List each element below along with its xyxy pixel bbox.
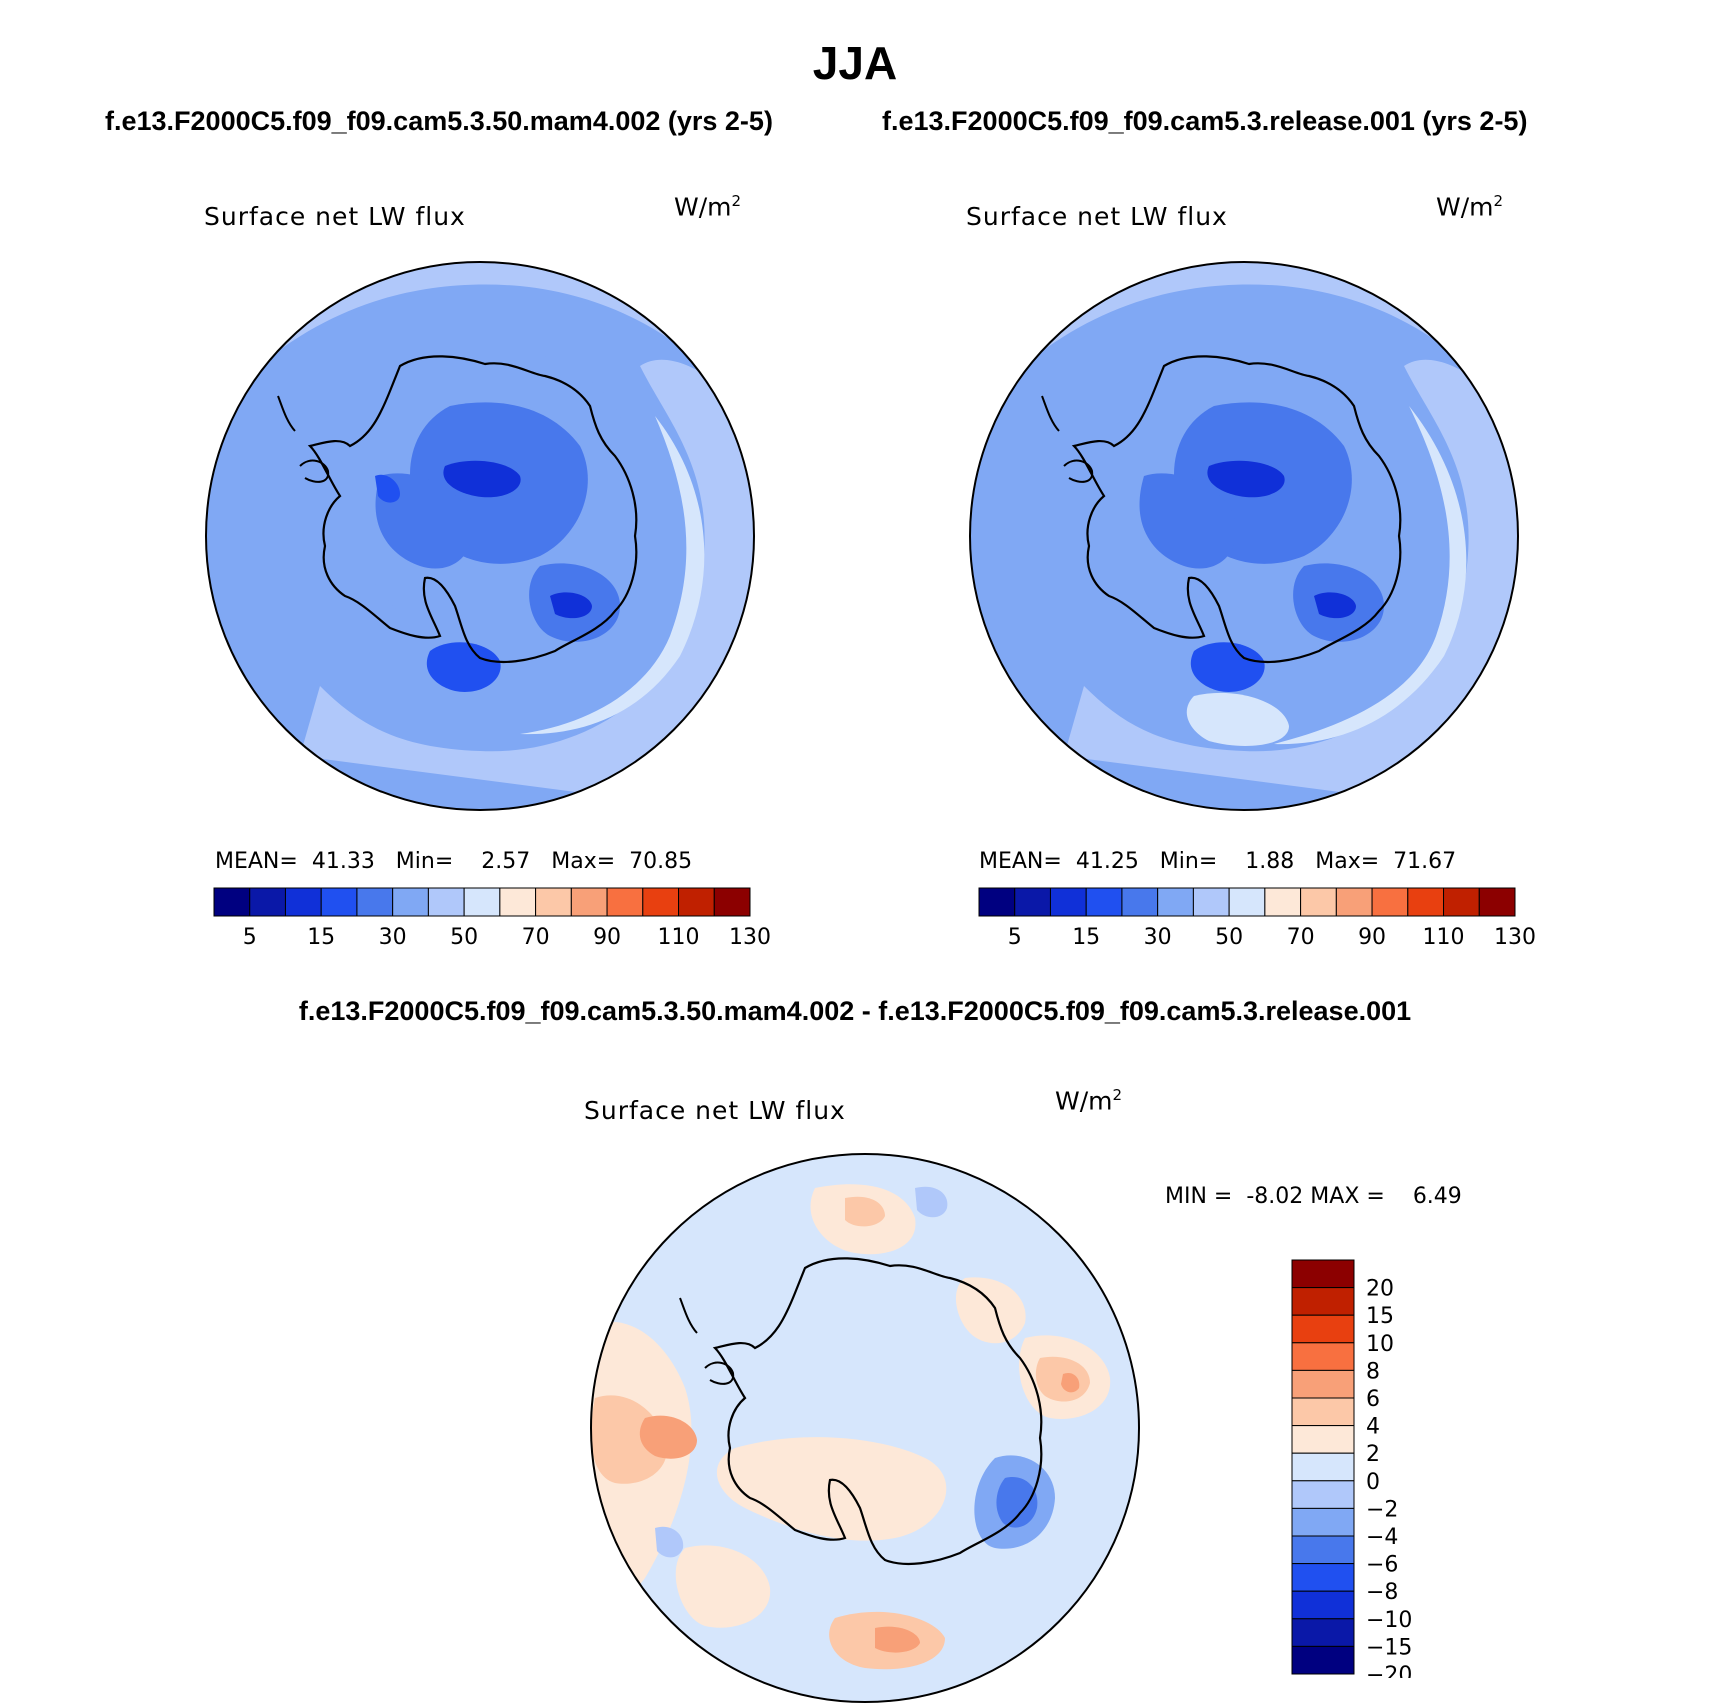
colorbar-swatch (427, 887, 465, 917)
map-panel-left (205, 261, 755, 811)
case-title-right: f.e13.F2000C5.f09_f09.cam5.3.release.001… (882, 106, 1528, 136)
colorbar-swatch (499, 887, 537, 917)
colorbar-swatch (978, 887, 1016, 917)
colorbar-tick-label: 5 (243, 925, 257, 950)
colorbar-tick-label: 110 (1423, 925, 1465, 950)
colorbar-swatch (213, 887, 251, 917)
colorbar-swatch (1291, 1425, 1355, 1454)
colorbar-tick-label: 20 (1366, 1277, 1394, 1302)
colorbar-swatch (713, 887, 751, 917)
colorbar-tick-label: −2 (1366, 1497, 1398, 1522)
map-panel-right (969, 261, 1519, 811)
colorbar-tick-label: 30 (379, 925, 407, 950)
diff-units: W/m2 (1055, 1086, 1123, 1116)
colorbar-swatch (356, 887, 394, 917)
colorbar-tick-label: 10 (1366, 1332, 1394, 1357)
panel1-stats: MEAN= 41.33 Min= 2.57 Max= 70.85 (215, 849, 693, 874)
colorbar-tick-label: −6 (1366, 1553, 1398, 1578)
colorbar-swatch (1291, 1369, 1355, 1399)
antarctica-coastline-right (1071, 355, 1402, 664)
panel2-units: W/m2 (1436, 192, 1504, 222)
colorbar-swatch (1291, 1287, 1355, 1316)
colorbar-tick-label: −4 (1366, 1525, 1398, 1550)
colorbar-tick-label: 15 (1072, 925, 1100, 950)
colorbar-tick-label: 30 (1144, 925, 1172, 950)
panel2-stats: MEAN= 41.25 Min= 1.88 Max= 71.67 (979, 849, 1457, 874)
colorbar-tick-label: 5 (1008, 925, 1022, 950)
colorbar-right: 5 15 30 50 70 90 110 130 (978, 887, 1535, 950)
colorbar-tick-label: 70 (522, 925, 550, 950)
colorbar-tick-label: 130 (1494, 925, 1535, 950)
colorbar-tick-label: 130 (729, 925, 770, 950)
colorbar-swatch (1291, 1452, 1355, 1482)
colorbar-tick-label: −15 (1366, 1635, 1412, 1660)
colorbar-swatch (606, 887, 644, 917)
colorbar-swatch (1291, 1645, 1355, 1675)
diff-min-max: MIN = -8.02 MAX = 6.49 (1165, 1184, 1462, 1209)
colorbar-tick-label: 0 (1366, 1470, 1380, 1495)
colorbar-tick-label: 50 (450, 925, 478, 950)
colorbar-swatch (1264, 887, 1302, 917)
colorbar-swatch (320, 887, 358, 917)
colorbar-swatch (1291, 1563, 1355, 1592)
colorbar-swatch (1291, 1342, 1355, 1371)
colorbar-tick-label: 15 (1366, 1304, 1394, 1329)
colorbar-swatch (284, 887, 322, 917)
colorbar-swatch (1192, 887, 1230, 917)
colorbar-tick-label: 90 (593, 925, 621, 950)
colorbar-tick-label: −10 (1366, 1608, 1412, 1633)
colorbar-tick-label: 15 (307, 925, 335, 950)
colorbar-swatch (1291, 1535, 1355, 1565)
colorbar-tick-label: 2 (1366, 1442, 1380, 1467)
colorbar-swatch (392, 887, 429, 917)
colorbar-swatch (249, 887, 286, 917)
panel2-variable-label: Surface net LW flux (966, 202, 1228, 231)
colorbar-swatch (1443, 887, 1480, 917)
colorbar-swatch (1014, 887, 1051, 917)
colorbar-swatch (1335, 887, 1373, 917)
colorbar-tick-label: 6 (1366, 1387, 1380, 1412)
colorbar-swatch (1371, 887, 1409, 917)
colorbar-tick-label: 4 (1366, 1415, 1380, 1440)
colorbar-swatch (1291, 1590, 1355, 1620)
colorbar-tick-label: −8 (1366, 1580, 1398, 1605)
colorbar-swatch (1291, 1314, 1355, 1344)
colorbar-swatch (570, 887, 608, 917)
colorbar-swatch (1407, 887, 1445, 917)
colorbar-tick-label: −20 (1366, 1663, 1412, 1678)
colorbar-swatch (1291, 1259, 1355, 1289)
colorbar-swatch (1121, 887, 1159, 917)
colorbar-swatch (1291, 1507, 1355, 1537)
difference-title: f.e13.F2000C5.f09_f09.cam5.3.50.mam4.002… (298, 996, 1412, 1026)
colorbar-swatch (1478, 887, 1516, 917)
colorbar-swatch (1157, 887, 1194, 917)
panel1-units: W/m2 (674, 192, 742, 222)
case-title-left: f.e13.F2000C5.f09_f09.cam5.3.50.mam4.002… (105, 106, 773, 136)
colorbar-swatch (463, 887, 501, 917)
diff-variable-label: Surface net LW flux (584, 1096, 846, 1125)
colorbar-tick-label: 70 (1287, 925, 1315, 950)
main-title: JJA (812, 37, 898, 89)
colorbar-swatch (1291, 1618, 1355, 1647)
colorbar-left: 5 15 30 50 70 90 110 130 (213, 887, 770, 950)
antarctica-coastline-diff (712, 1257, 1043, 1566)
colorbar-swatch (642, 887, 680, 917)
colorbar-tick-label: 110 (658, 925, 700, 950)
map-panel-difference (590, 1153, 1140, 1703)
colorbar-tick-label: 8 (1366, 1359, 1380, 1384)
colorbar-swatch (1291, 1480, 1355, 1509)
colorbar-swatch (1300, 887, 1337, 917)
colorbar-swatch (678, 887, 715, 917)
colorbar-swatch (1228, 887, 1266, 917)
colorbar-swatch (1049, 887, 1087, 917)
colorbar-swatch (535, 887, 572, 917)
colorbar-tick-label: 50 (1215, 925, 1243, 950)
colorbar-tick-label: 90 (1358, 925, 1386, 950)
antarctica-coastline-left (307, 355, 638, 664)
colorbar-swatch (1291, 1397, 1355, 1427)
colorbar-swatch (1085, 887, 1123, 917)
panel1-variable-label: Surface net LW flux (204, 202, 466, 231)
